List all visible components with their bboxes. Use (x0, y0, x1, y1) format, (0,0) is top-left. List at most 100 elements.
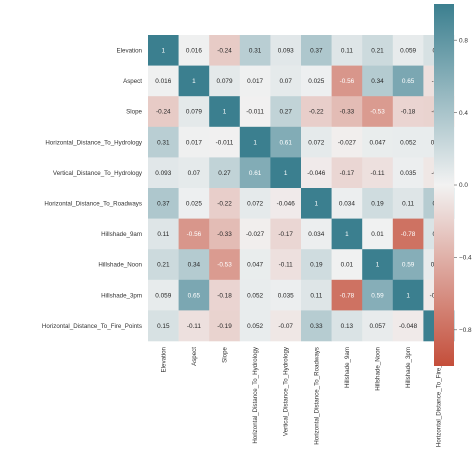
cell-value-label: 0.01 (371, 231, 384, 238)
heatmap-cell (301, 65, 332, 97)
cell-value-label: 0.19 (310, 262, 323, 269)
heatmap-cell (392, 65, 424, 97)
cell-value-label: -0.24 (217, 48, 232, 55)
heatmap-cell (270, 218, 302, 250)
heatmap-cell (362, 35, 394, 66)
heatmap-cell (392, 249, 424, 281)
cell-value-label: 0.61 (249, 170, 262, 177)
cell-value-label: 0.052 (400, 139, 416, 146)
cell-value-label: 0.59 (371, 292, 384, 299)
column-label: Aspect (191, 347, 198, 366)
cell-value-label: -0.24 (156, 109, 171, 116)
heatmap-cell (362, 96, 394, 128)
heatmap-cell (148, 126, 179, 158)
cell-value-label: 0.034 (308, 231, 324, 238)
column-label: Horizontal_Distance_To_Roadways (313, 347, 320, 445)
heatmap-cell (392, 157, 424, 189)
heatmap-cell (301, 35, 332, 66)
heatmap-cell (362, 279, 394, 311)
cell-value-label: 0.31 (249, 48, 262, 55)
cell-value-label: 0.059 (400, 48, 416, 55)
heatmap-cell (270, 126, 302, 158)
cell-value-label: 0.079 (217, 78, 233, 85)
colorbar-tick-label: −0.8 (459, 327, 472, 334)
cell-value-label: -0.33 (217, 231, 232, 238)
cell-value-label: 0.15 (157, 323, 170, 330)
cell-value-label: 0.047 (247, 262, 263, 269)
heatmap-cell (301, 157, 332, 189)
cell-value-label: -0.17 (278, 231, 293, 238)
heatmap-cell (331, 310, 363, 342)
cell-value-label: -0.56 (187, 231, 202, 238)
row-label: Aspect (123, 78, 142, 85)
cell-value-label: 0.052 (247, 292, 263, 299)
heatmap-cell (178, 126, 210, 158)
heatmap-cell (178, 96, 210, 128)
cell-value-label: 0.34 (371, 78, 384, 85)
heatmap-cell (239, 218, 271, 250)
heatmap-cell (148, 96, 179, 128)
cell-value-label: 0.072 (247, 201, 263, 208)
cell-value-label: -0.11 (370, 170, 385, 177)
cell-value-label: -0.046 (307, 170, 326, 177)
column-label: Horizontal_Distance_To_Hydrology (252, 346, 259, 444)
heatmap-cell (392, 188, 424, 219)
heatmap-cell (392, 96, 424, 128)
heatmap-cell (270, 310, 302, 342)
heatmap-cell (239, 96, 271, 128)
cell-value-label: 0.37 (157, 201, 170, 208)
heatmap-cell (148, 310, 179, 342)
heatmap-cell (270, 96, 302, 128)
heatmap-cell (178, 249, 210, 281)
heatmap-cell (239, 157, 271, 189)
heatmap-cell (301, 126, 332, 158)
cell-value-label: 0.07 (188, 170, 201, 177)
column-label: Horizontal_Distance_To_Fire_Points (436, 347, 443, 447)
colorbar-tick-label: 0.4 (459, 110, 468, 117)
heatmap-cell (301, 310, 332, 342)
cell-value-label: 0.017 (186, 139, 202, 146)
row-label: Hillshade_9am (101, 231, 142, 238)
cell-value-label: 0.093 (155, 170, 171, 177)
cell-value-label: 1 (192, 78, 196, 85)
cell-value-label: 0.11 (341, 48, 353, 55)
heatmap-cell (178, 188, 210, 219)
heatmap-cell (239, 310, 271, 342)
heatmap-cell (301, 249, 332, 281)
cell-value-label: 0.11 (310, 292, 322, 299)
heatmap-cell (178, 65, 210, 97)
heatmap-cell (362, 218, 394, 250)
heatmap-cell (148, 157, 179, 189)
heatmap-cell (331, 35, 363, 66)
heatmap-cell (362, 65, 394, 97)
cell-value-label: -0.11 (187, 323, 202, 330)
cell-value-label: 0.59 (402, 262, 415, 269)
cell-value-label: 0.072 (308, 139, 324, 146)
column-label: Vertical_Distance_To_Hydrology (283, 346, 290, 436)
cell-value-label: 0.034 (339, 201, 355, 208)
cell-value-label: -0.53 (370, 109, 385, 116)
cell-value-label: -0.22 (217, 201, 232, 208)
cell-value-label: 0.059 (155, 292, 171, 299)
heatmap-cell (270, 65, 302, 97)
heatmap-cell (270, 188, 302, 219)
cell-value-label: 0.65 (402, 78, 415, 85)
cell-value-label: 1 (162, 48, 166, 55)
heatmap-cell (148, 218, 179, 250)
heatmap-cell (331, 188, 363, 219)
heatmap-cell (148, 279, 179, 311)
row-label: Horizontal_Distance_To_Roadways (44, 201, 142, 208)
heatmap-cell (239, 126, 271, 158)
cell-value-label: -0.18 (401, 109, 416, 116)
row-label: Hillshade_Noon (98, 262, 142, 269)
heatmap-cell (178, 218, 210, 250)
heatmap-cell (301, 218, 332, 250)
cell-value-label: -0.046 (277, 201, 296, 208)
cell-value-label: 0.035 (278, 292, 294, 299)
cell-value-label: 1 (223, 109, 227, 116)
cell-value-label: 1 (376, 262, 380, 269)
cell-value-label: -0.011 (216, 139, 234, 146)
heatmap-cell (209, 279, 241, 311)
heatmap-cell (178, 35, 210, 66)
